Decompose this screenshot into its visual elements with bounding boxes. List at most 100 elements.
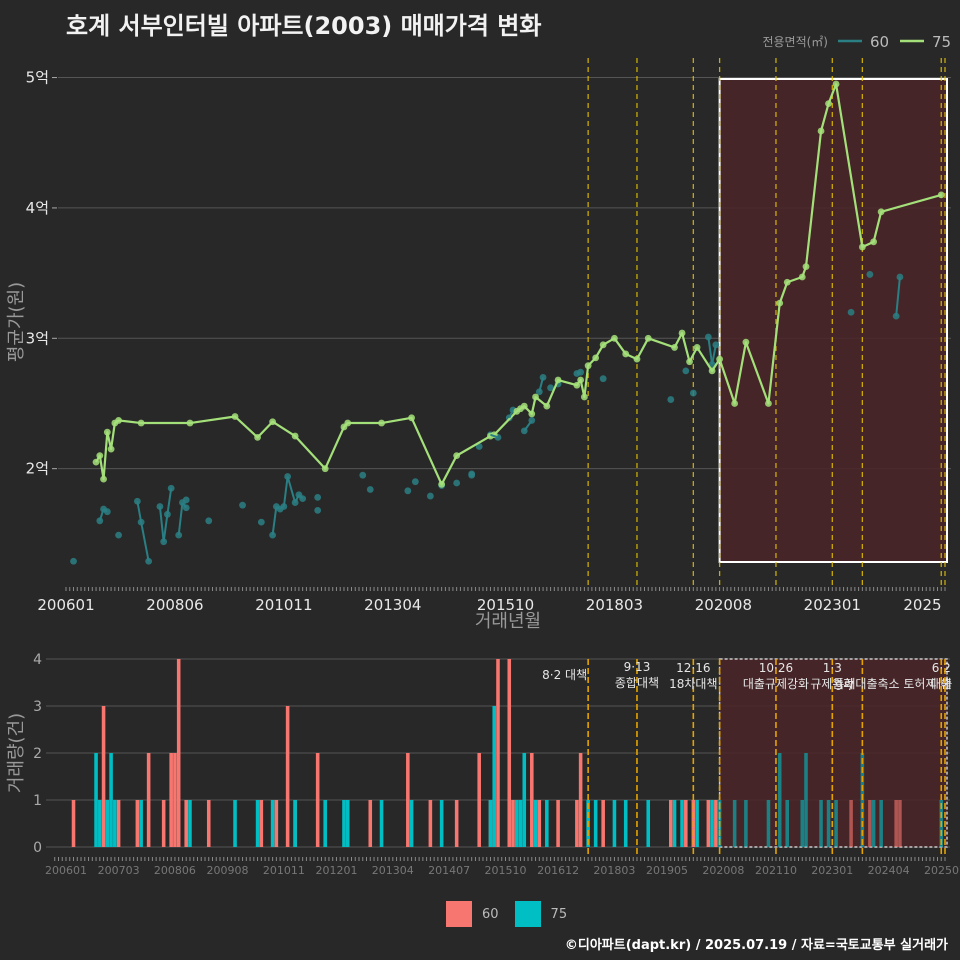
bar-75 (139, 800, 143, 847)
y-tick-label: 3 (33, 699, 42, 715)
price-chart-axes: 2억 3억 4억 5억 200601 200806 201011 201304 201510 20… (6, 69, 946, 632)
x-tick-label: 2025 (903, 596, 941, 614)
data-point-75 (96, 452, 104, 460)
bar-75 (777, 753, 782, 847)
legend-swatch-60 (446, 901, 472, 927)
policy-label: 6·2 (932, 661, 951, 675)
bar-60 (537, 800, 542, 847)
bar-75 (612, 800, 617, 847)
series-line-segment-60 (294, 494, 300, 503)
data-point-60 (70, 557, 77, 565)
data-point-60 (866, 271, 874, 278)
series-line-segment-60 (576, 371, 581, 375)
policy-label: 1·3 (823, 661, 842, 675)
bar-60 (668, 800, 673, 847)
series-line-segment-60 (282, 476, 289, 507)
data-point-60 (704, 333, 712, 341)
y-tick-label: 1 (33, 793, 42, 809)
series-line-segment-60 (895, 276, 901, 317)
data-point-75 (633, 355, 641, 363)
policy-label: 특례대출축소 토허제 해 (833, 677, 951, 691)
bar-60 (714, 800, 718, 847)
data-point-60 (239, 501, 246, 509)
data-point-75 (269, 418, 277, 426)
data-point-75 (671, 344, 678, 351)
bar-75 (188, 800, 192, 847)
data-point-60 (426, 492, 434, 500)
x-tick-label: 202404 (868, 864, 910, 877)
bar-75 (871, 800, 876, 847)
bar-60 (161, 800, 166, 847)
chart-title: 호계 서부인터빌 아파트(2003) 매매가격 변화 (66, 12, 542, 40)
series-line-segment-60 (177, 502, 184, 536)
data-point-75 (520, 402, 528, 410)
data-point-75 (577, 376, 585, 384)
bar-75 (533, 800, 538, 847)
bar-75 (94, 753, 98, 847)
data-point-75 (877, 208, 885, 216)
series-line-segment-60 (523, 419, 533, 432)
policy-label: 규제완화 (810, 677, 854, 691)
bar-75 (379, 800, 384, 847)
data-point-75 (408, 414, 415, 422)
data-point-60 (667, 396, 675, 403)
x-tick-label: 202008 (702, 864, 744, 877)
data-point-75 (858, 243, 866, 251)
bar-75 (514, 800, 519, 847)
data-point-60 (453, 479, 461, 487)
price-chart-series (70, 80, 945, 565)
bar-60 (169, 753, 173, 847)
data-point-75 (870, 238, 878, 246)
data-point-75 (686, 358, 693, 366)
data-point-75 (115, 417, 122, 424)
bar-60 (578, 753, 583, 847)
series-line-segment-60 (707, 336, 714, 365)
bar-75 (98, 800, 102, 847)
bar-75 (233, 800, 237, 847)
series-line-segment-60 (538, 377, 545, 393)
data-point-75 (92, 458, 100, 466)
bar-60 (507, 659, 512, 847)
x-tick-label: 202301 (811, 864, 853, 877)
policy-label: 대출규제강화 (743, 677, 809, 691)
data-point-75 (186, 419, 194, 427)
bar-75 (695, 800, 699, 847)
data-point-60 (359, 471, 367, 479)
bar-75 (879, 800, 883, 847)
series-line-segment-60 (490, 433, 499, 439)
bar-75 (680, 800, 684, 847)
bar-60 (684, 800, 688, 847)
data-point-60 (182, 496, 190, 504)
data-point-60 (682, 367, 690, 375)
data-point-75 (573, 381, 581, 389)
price-chart-policy-lines (587, 58, 946, 586)
bar-75 (105, 800, 110, 847)
bar-75 (113, 800, 117, 847)
x-tick-label: 201612 (537, 864, 579, 877)
data-point-75 (254, 433, 261, 441)
bar-60 (496, 659, 500, 847)
data-point-75 (742, 338, 750, 346)
series-line-segment-60 (98, 508, 105, 522)
data-point-75 (798, 273, 806, 281)
bar-75 (323, 800, 327, 847)
policy-label: 종합대책 (615, 675, 659, 690)
bar-60 (511, 800, 515, 847)
bar-60 (176, 659, 181, 847)
x-tick-label: 201803 (593, 864, 635, 877)
data-point-75 (776, 299, 784, 307)
bar-60 (575, 800, 579, 847)
bar-60 (556, 800, 560, 847)
bar-60 (454, 800, 459, 847)
data-point-60 (689, 389, 697, 397)
bar-75 (800, 800, 805, 847)
bar-60 (894, 800, 898, 847)
x-tick-label: 201510 (485, 864, 527, 877)
bar-60 (285, 706, 290, 847)
legend-label-75: 75 (550, 906, 568, 922)
x-tick-label: 200703 (98, 864, 140, 877)
policy-label: 8·2 대책 (542, 667, 587, 682)
data-point-60 (115, 531, 122, 539)
